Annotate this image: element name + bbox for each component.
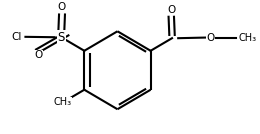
Text: O: O bbox=[58, 2, 66, 12]
Text: CH₃: CH₃ bbox=[54, 97, 72, 107]
Text: Cl: Cl bbox=[11, 32, 22, 42]
Text: O: O bbox=[167, 5, 176, 15]
Text: O: O bbox=[206, 33, 214, 42]
Text: S: S bbox=[57, 31, 65, 44]
Text: CH₃: CH₃ bbox=[239, 33, 257, 42]
Text: O: O bbox=[35, 50, 43, 60]
